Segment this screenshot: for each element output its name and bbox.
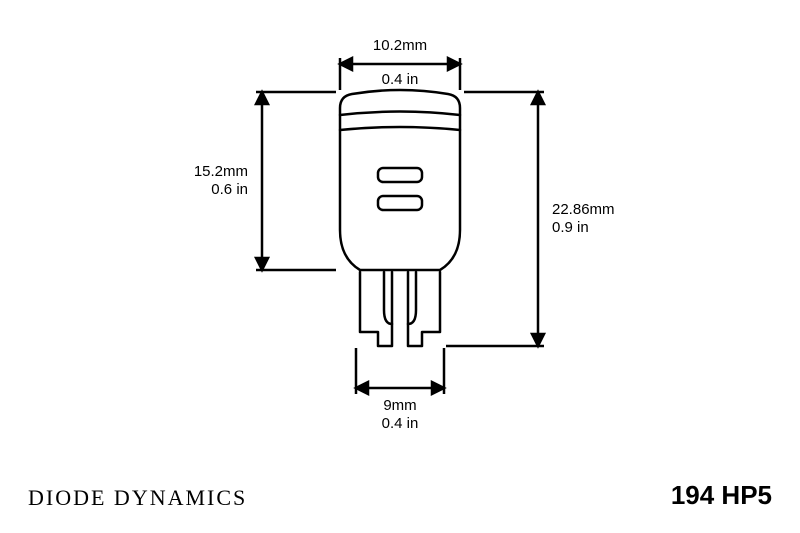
dim-right-in: 0.9 in (552, 219, 589, 236)
brand-text: DIODE DYNAMICS (28, 485, 247, 511)
dim-bottom-mm: 9mm (383, 397, 416, 414)
dim-top-in: 0.4 in (382, 71, 419, 88)
dim-bottom (356, 348, 444, 394)
dim-bottom-in: 0.4 in (382, 415, 419, 432)
model-text: 194 HP5 (671, 480, 772, 511)
bulb-body (340, 90, 460, 270)
dim-left-mm: 15.2mm (194, 163, 248, 180)
dim-left (256, 92, 336, 270)
bulb-base (360, 272, 440, 346)
dim-top-mm: 10.2mm (373, 37, 427, 54)
diagram-canvas: 10.2mm 0.4 in 9mm 0.4 in 15.2mm 0.6 in 2… (0, 0, 800, 533)
dim-left-in: 0.6 in (211, 181, 248, 198)
dim-right-mm: 22.86mm (552, 201, 615, 218)
